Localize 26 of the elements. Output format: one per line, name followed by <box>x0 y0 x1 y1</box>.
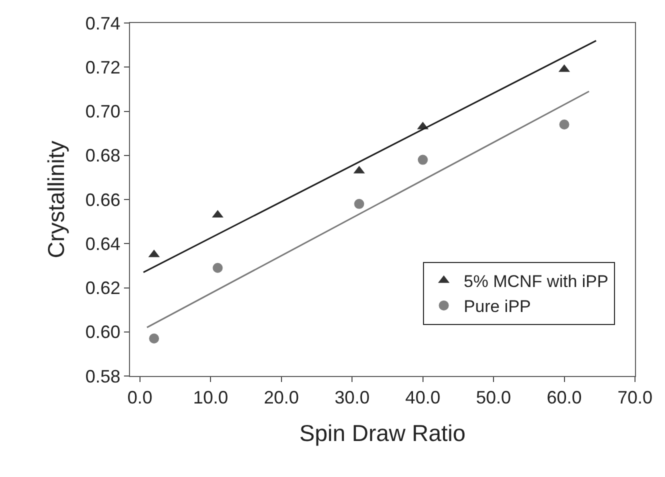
y-tick-label: 0.60 <box>85 322 120 342</box>
y-tick-label: 0.62 <box>85 278 120 298</box>
y-tick-label: 0.64 <box>85 234 120 254</box>
x-tick-label: 30.0 <box>334 388 370 408</box>
y-tick-label: 0.74 <box>85 13 120 34</box>
x-tick-label: 50.0 <box>476 388 512 408</box>
y-tick-label: 0.58 <box>85 366 120 386</box>
x-tick-label: 10.0 <box>193 388 228 408</box>
y-tick-label: 0.72 <box>85 57 120 78</box>
x-tick-label: 20.0 <box>264 388 299 408</box>
x-tick-label: 40.0 <box>405 388 440 408</box>
y-tick-label: 0.70 <box>85 102 120 122</box>
x-axis-title: Spin Draw Ratio <box>299 420 466 446</box>
point <box>354 198 364 209</box>
point <box>212 262 223 273</box>
y-axis-title: Crystallinity <box>42 140 69 258</box>
legend-label: Pure iPP <box>464 297 531 316</box>
x-tick-label: 60.0 <box>546 388 582 408</box>
x-tick-label: 70.0 <box>617 388 653 408</box>
y-tick-label: 0.66 <box>85 190 120 210</box>
point <box>559 119 570 130</box>
point <box>149 333 160 344</box>
point <box>418 154 428 165</box>
legend-label: 5% MCNF with iPP <box>464 272 608 291</box>
y-tick-label: 0.68 <box>85 146 120 166</box>
x-tick-label: 0.0 <box>127 388 152 408</box>
